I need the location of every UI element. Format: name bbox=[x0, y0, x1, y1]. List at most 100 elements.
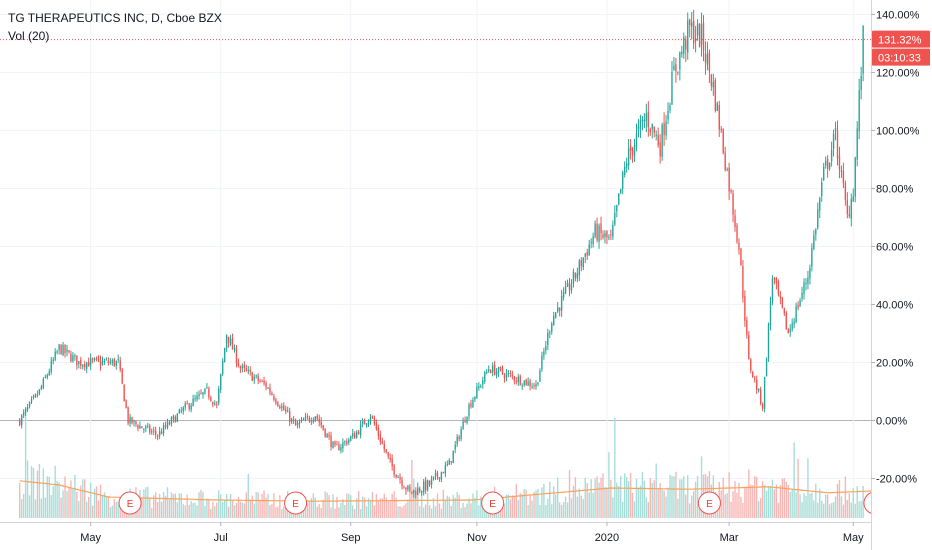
candle-body bbox=[109, 361, 112, 364]
candle-body bbox=[834, 127, 837, 131]
volume-bar bbox=[748, 469, 750, 518]
volume-bar bbox=[304, 500, 307, 518]
volume-bar bbox=[523, 489, 525, 518]
volume-bar bbox=[507, 494, 510, 518]
volume-bar bbox=[322, 499, 324, 518]
candle-body bbox=[572, 271, 575, 284]
candle-body bbox=[574, 272, 577, 278]
candle-body bbox=[478, 386, 480, 389]
volume-bar bbox=[87, 496, 90, 518]
volume-bar bbox=[663, 490, 665, 518]
candle-body bbox=[56, 351, 58, 353]
volume-bar bbox=[655, 463, 657, 518]
volume-bar bbox=[659, 483, 661, 518]
candle-body bbox=[141, 426, 143, 429]
candle-body bbox=[292, 419, 295, 421]
volume-bar bbox=[744, 487, 746, 518]
volume-bar bbox=[182, 504, 184, 518]
volume-bar bbox=[531, 500, 533, 518]
volume-bar bbox=[765, 490, 768, 518]
candle-body bbox=[838, 155, 841, 170]
candle-body bbox=[304, 417, 307, 421]
volume-bar bbox=[647, 502, 650, 518]
candle-body bbox=[133, 420, 135, 423]
volume-bar bbox=[147, 486, 149, 518]
candle-body bbox=[531, 386, 533, 388]
candle-body bbox=[689, 19, 691, 26]
candle-body bbox=[738, 242, 740, 250]
candle-body bbox=[314, 416, 316, 421]
candle-body bbox=[655, 134, 657, 136]
volume-bar bbox=[598, 482, 600, 518]
volume-bar bbox=[247, 473, 249, 518]
candle-body bbox=[401, 479, 403, 487]
volume-bar bbox=[547, 498, 549, 518]
candle-body bbox=[32, 396, 35, 398]
candle-body bbox=[722, 129, 724, 154]
earnings-marker bbox=[118, 491, 142, 515]
volume-bar bbox=[162, 491, 165, 518]
volume-bar bbox=[724, 494, 726, 518]
candle-body bbox=[259, 381, 261, 383]
volume-bar bbox=[692, 491, 695, 518]
candle-body bbox=[180, 410, 182, 412]
candle-body bbox=[320, 421, 322, 426]
candle-body bbox=[137, 425, 139, 429]
current-value-label: 131.32% bbox=[878, 35, 922, 47]
candle-body bbox=[641, 119, 644, 122]
candle-body bbox=[160, 431, 163, 434]
volume-bar bbox=[821, 500, 823, 518]
volume-bar bbox=[596, 476, 598, 518]
volume-bar bbox=[80, 485, 82, 518]
volume-bar bbox=[385, 497, 387, 518]
candle-body bbox=[537, 382, 539, 384]
volume-bar bbox=[265, 497, 267, 518]
volume-bar bbox=[241, 502, 244, 518]
volume-bar bbox=[785, 481, 787, 518]
volume-bar bbox=[318, 504, 320, 518]
candle-body bbox=[263, 380, 265, 384]
candle-body bbox=[385, 449, 387, 453]
candle-body bbox=[113, 359, 115, 366]
volume-bar bbox=[308, 501, 311, 518]
volume-bar bbox=[675, 471, 677, 518]
candle-body bbox=[783, 307, 785, 314]
volume-bar bbox=[103, 492, 106, 518]
candle-body bbox=[639, 120, 642, 129]
candle-body bbox=[775, 278, 778, 283]
candle-body bbox=[149, 425, 151, 433]
chart-legend: TG THERAPEUTICS INC, D, Cboe BZX Vol (20… bbox=[8, 9, 222, 45]
candle-body bbox=[576, 273, 579, 279]
volume-bar bbox=[184, 505, 186, 518]
volume-bar bbox=[267, 493, 269, 518]
volume-bar bbox=[515, 483, 517, 518]
candle-body bbox=[196, 395, 198, 400]
candle-body bbox=[726, 169, 728, 171]
volume-bar bbox=[38, 463, 41, 518]
volume-ma-line bbox=[19, 480, 872, 502]
volume-bar bbox=[671, 475, 673, 518]
volume-bar bbox=[36, 470, 39, 518]
candle-body bbox=[718, 105, 720, 130]
volume-bar bbox=[826, 494, 829, 518]
candle-body bbox=[517, 376, 519, 383]
volume-bar bbox=[464, 507, 466, 518]
volume-bar bbox=[775, 484, 778, 518]
candle-body bbox=[82, 365, 84, 367]
volume-bar bbox=[754, 476, 756, 518]
candle-body bbox=[64, 344, 66, 353]
volume-bar bbox=[196, 505, 198, 518]
volume-bar bbox=[344, 504, 346, 518]
volume-bar bbox=[612, 497, 614, 518]
candle-body bbox=[608, 236, 610, 238]
candle-body bbox=[62, 345, 64, 356]
volume-bar bbox=[594, 478, 596, 518]
candle-body bbox=[704, 53, 707, 63]
candle-body bbox=[679, 52, 681, 70]
candle-body bbox=[702, 22, 705, 51]
candle-body bbox=[369, 417, 372, 422]
volume-bar bbox=[164, 495, 167, 518]
candle-body bbox=[58, 344, 60, 351]
candle-body bbox=[696, 23, 699, 36]
